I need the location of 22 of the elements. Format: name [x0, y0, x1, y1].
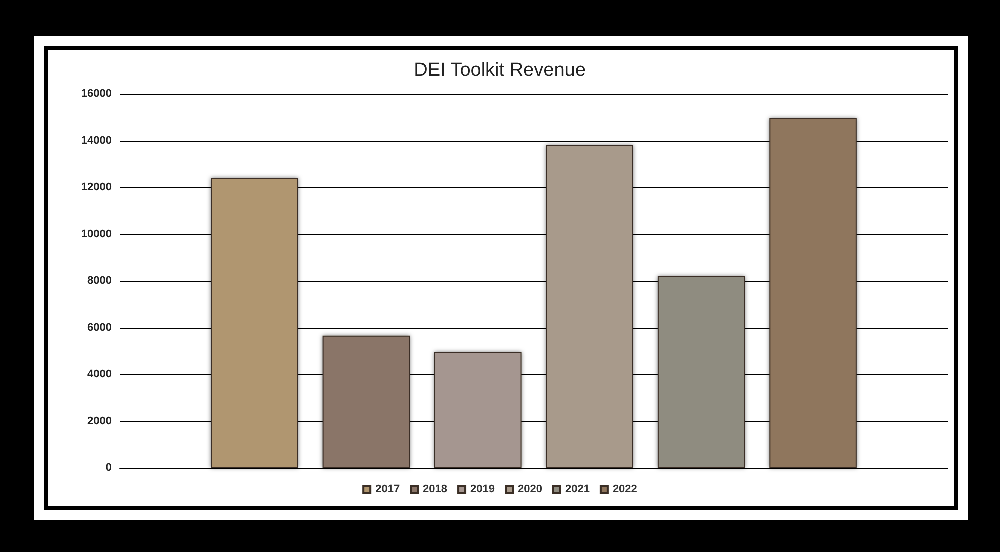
y-tick-label: 16000 [81, 88, 112, 100]
y-tick-label: 12000 [81, 182, 112, 194]
bar [770, 118, 857, 468]
bar [211, 178, 298, 468]
chart-title: DEI Toolkit Revenue [414, 60, 586, 81]
y-tick-label: 6000 [88, 322, 112, 334]
y-tick-label: 2000 [88, 415, 112, 428]
bar [546, 145, 634, 468]
bar [658, 276, 746, 468]
bar [434, 352, 522, 468]
legend-label: 2019 [470, 484, 496, 496]
legend-label: 2020 [518, 484, 542, 496]
y-tick-label: 10000 [81, 228, 112, 240]
legend-label: 2017 [376, 484, 400, 496]
y-tick-label: 0 [106, 462, 112, 474]
y-tick-label: 4000 [88, 368, 112, 380]
y-tick-label: 14000 [81, 134, 112, 147]
y-tick-label: 8000 [88, 275, 112, 287]
legend-label: 2022 [612, 484, 638, 496]
bar [322, 336, 410, 468]
legend-label: 2018 [423, 484, 448, 496]
legend-label: 2021 [565, 484, 590, 496]
